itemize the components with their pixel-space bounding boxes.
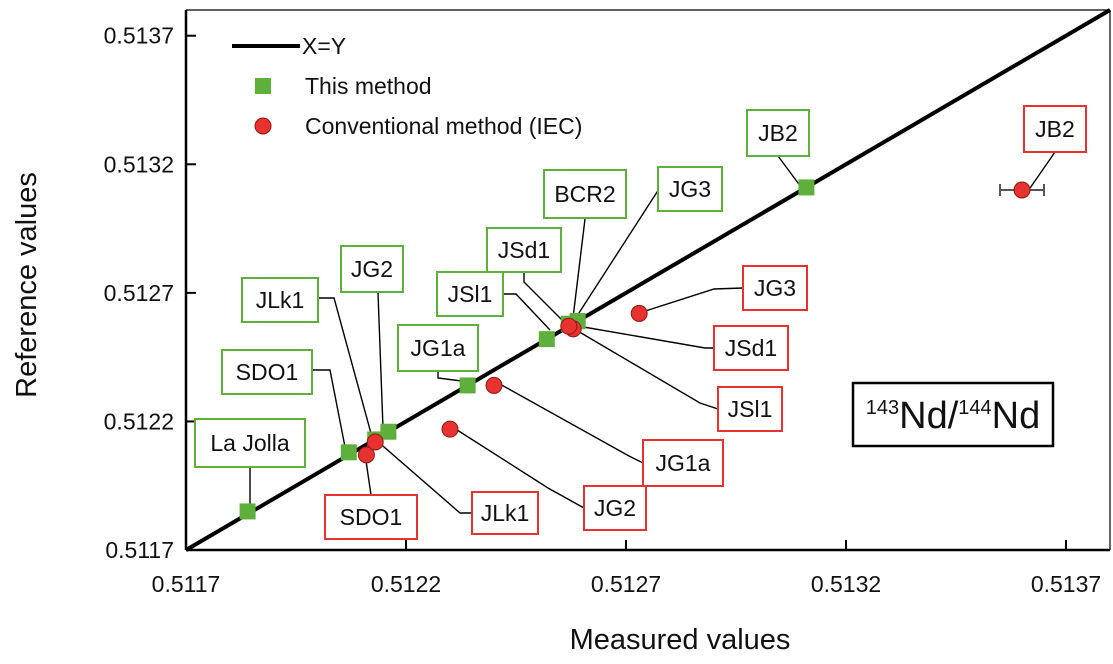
marker-this-method-la-jolla bbox=[239, 503, 256, 520]
callout-box-conventional-sdo1 bbox=[324, 494, 418, 540]
marker-conventional-jg1a bbox=[485, 376, 503, 394]
isotope-ratio-base2: Nd bbox=[992, 395, 1041, 437]
callout-line-conventional-jg2 bbox=[453, 427, 585, 509]
marker-this-method-jg1a bbox=[459, 377, 476, 394]
callout-label-conventional-jg3: JG3 bbox=[754, 275, 796, 301]
x-axis-label: Measured values bbox=[570, 624, 791, 656]
legend-label-x-y: X=Y bbox=[302, 33, 346, 59]
isotope-ratio-sup2: 144 bbox=[958, 397, 991, 419]
identity-line-layer bbox=[184, 8, 1112, 552]
callout-line-this-method-jg2 bbox=[377, 292, 384, 429]
callout-box-this-method-jb2 bbox=[746, 109, 810, 157]
callout-line-this-method-jg1a bbox=[437, 371, 470, 383]
y-tick-label: 0.5117 bbox=[105, 537, 174, 563]
callout-label-conventional-jg2: JG2 bbox=[594, 495, 636, 521]
marker-conventional-jg3 bbox=[630, 304, 648, 322]
callout-box-this-method-la-jolla bbox=[194, 418, 306, 468]
legend-swatch-conventional bbox=[254, 117, 272, 135]
callout-label-this-method-jb2: JB2 bbox=[758, 120, 798, 146]
callout-line-conventional-jlk1 bbox=[375, 439, 471, 514]
callout-line-conventional-jg3 bbox=[635, 287, 744, 315]
callout-box-this-method-bcr2 bbox=[543, 169, 627, 219]
x-tick-label: 0.5137 bbox=[1031, 571, 1101, 597]
marker-this-method-jb2 bbox=[798, 179, 815, 196]
marker-this-method-jsl1 bbox=[538, 331, 555, 348]
callout-box-this-method-jg1a bbox=[397, 324, 479, 372]
y-tick-label: 0.5122 bbox=[104, 408, 174, 434]
legend-label-this-method: This method bbox=[305, 73, 432, 99]
y-tick-label: 0.5137 bbox=[104, 23, 174, 49]
callout-line-this-method-jlk1 bbox=[318, 297, 373, 438]
callout-label-conventional-jg1a: JG1a bbox=[656, 450, 711, 476]
marker-layer bbox=[239, 179, 1045, 520]
isotope-ratio-label: 143Nd/144Nd bbox=[866, 395, 1040, 437]
axes bbox=[184, 9, 1111, 552]
callout-line-this-method-jsl1 bbox=[503, 293, 551, 331]
callout-label-this-method-jg3: JG3 bbox=[669, 176, 711, 202]
callout-label-this-method-jg1a: JG1a bbox=[411, 335, 466, 361]
callout-box-this-method-jg3 bbox=[657, 166, 723, 212]
marker-conventional-sdo1 bbox=[357, 446, 375, 464]
legend-swatch-this-method bbox=[255, 78, 271, 94]
marker-conventional-jlk1 bbox=[366, 433, 384, 451]
callout-box-this-method-jg2 bbox=[340, 245, 404, 293]
callout-box-conventional-jg3 bbox=[742, 265, 808, 311]
y-axis-label: Reference values bbox=[11, 172, 43, 398]
marker-conventional-jb2 bbox=[1013, 181, 1031, 199]
x-tick-label: 0.5132 bbox=[811, 571, 881, 597]
callout-line-this-method-sdo1 bbox=[313, 369, 347, 453]
callout-box-this-method-jsl1 bbox=[436, 271, 504, 317]
y-tick-label: 0.5127 bbox=[104, 280, 174, 306]
x-tick-label: 0.5127 bbox=[591, 571, 661, 597]
callout-label-this-method-jsd1: JSd1 bbox=[498, 237, 550, 263]
callout-label-this-method-sdo1: SDO1 bbox=[236, 359, 299, 385]
legend: X=Y This method Conventional method (IEC) bbox=[232, 33, 582, 139]
isotope-ratio-base1: Nd/ bbox=[899, 395, 959, 437]
callout-label-conventional-sdo1: SDO1 bbox=[340, 504, 403, 530]
callout-line-this-method-bcr2 bbox=[572, 218, 586, 319]
callout-label-conventional-jsd1: JSd1 bbox=[725, 335, 777, 361]
isotope-ratio-frame bbox=[851, 381, 1055, 448]
callout-label-conventional-jlk1: JLk1 bbox=[481, 500, 530, 526]
callout-box-conventional-jsd1 bbox=[713, 325, 789, 371]
legend-label-conventional-method-iec: Conventional method (IEC) bbox=[305, 113, 582, 139]
callout-label-conventional-jsl1: JSl1 bbox=[728, 396, 773, 422]
callout-label-this-method-jsl1: JSl1 bbox=[448, 281, 493, 307]
tick-layer: 0.5117 0.5122 0.5127 0.5132 0.5137 0.5117 0.51… bbox=[104, 23, 1102, 597]
callout-line-conventional-jsd1 bbox=[571, 324, 714, 349]
x-tick-label: 0.5122 bbox=[371, 571, 441, 597]
callout-box-conventional-jg1a bbox=[642, 439, 724, 487]
callout-line-conventional-jg1a bbox=[497, 382, 644, 464]
callout-box-this-method-jlk1 bbox=[241, 277, 319, 323]
marker-this-method-jg2 bbox=[380, 423, 397, 440]
marker-this-method-sdo1 bbox=[340, 444, 357, 461]
callout-box-conventional-jlk1 bbox=[471, 491, 539, 535]
isotope-ratio-sup1: 143 bbox=[866, 397, 899, 419]
callout-box-conventional-jg2 bbox=[583, 485, 647, 531]
callout-label-this-method-bcr2: BCR2 bbox=[554, 181, 615, 207]
x-tick-label: 0.5117 bbox=[152, 571, 221, 597]
callout-line-conventional-jb2 bbox=[1027, 151, 1056, 192]
callout-label-this-method-jlk1: JLk1 bbox=[256, 287, 305, 313]
callout-label-conventional-jb2: JB2 bbox=[1035, 116, 1075, 142]
callout-box-this-method-jsd1 bbox=[486, 227, 562, 273]
callout-label-this-method-la-jolla: La Jolla bbox=[210, 430, 289, 456]
callout-box-conventional-jsl1 bbox=[717, 386, 783, 432]
marker-conventional-jg2 bbox=[441, 420, 459, 438]
identity-line bbox=[184, 8, 1112, 552]
callout-line-conventional-jsl1 bbox=[575, 329, 719, 410]
isotope-ratio-box: 143Nd/144Nd bbox=[851, 381, 1055, 448]
callout-line-this-method-jg3 bbox=[576, 188, 660, 317]
callout-line-this-method-jsd1 bbox=[523, 272, 565, 323]
callout-label-this-method-jg2: JG2 bbox=[351, 256, 393, 282]
y-tick-label: 0.5132 bbox=[104, 151, 174, 177]
callout-box-this-method-sdo1 bbox=[221, 349, 313, 395]
marker-conventional-jsd1 bbox=[560, 317, 578, 335]
callout-box-conventional-jb2 bbox=[1023, 105, 1087, 153]
